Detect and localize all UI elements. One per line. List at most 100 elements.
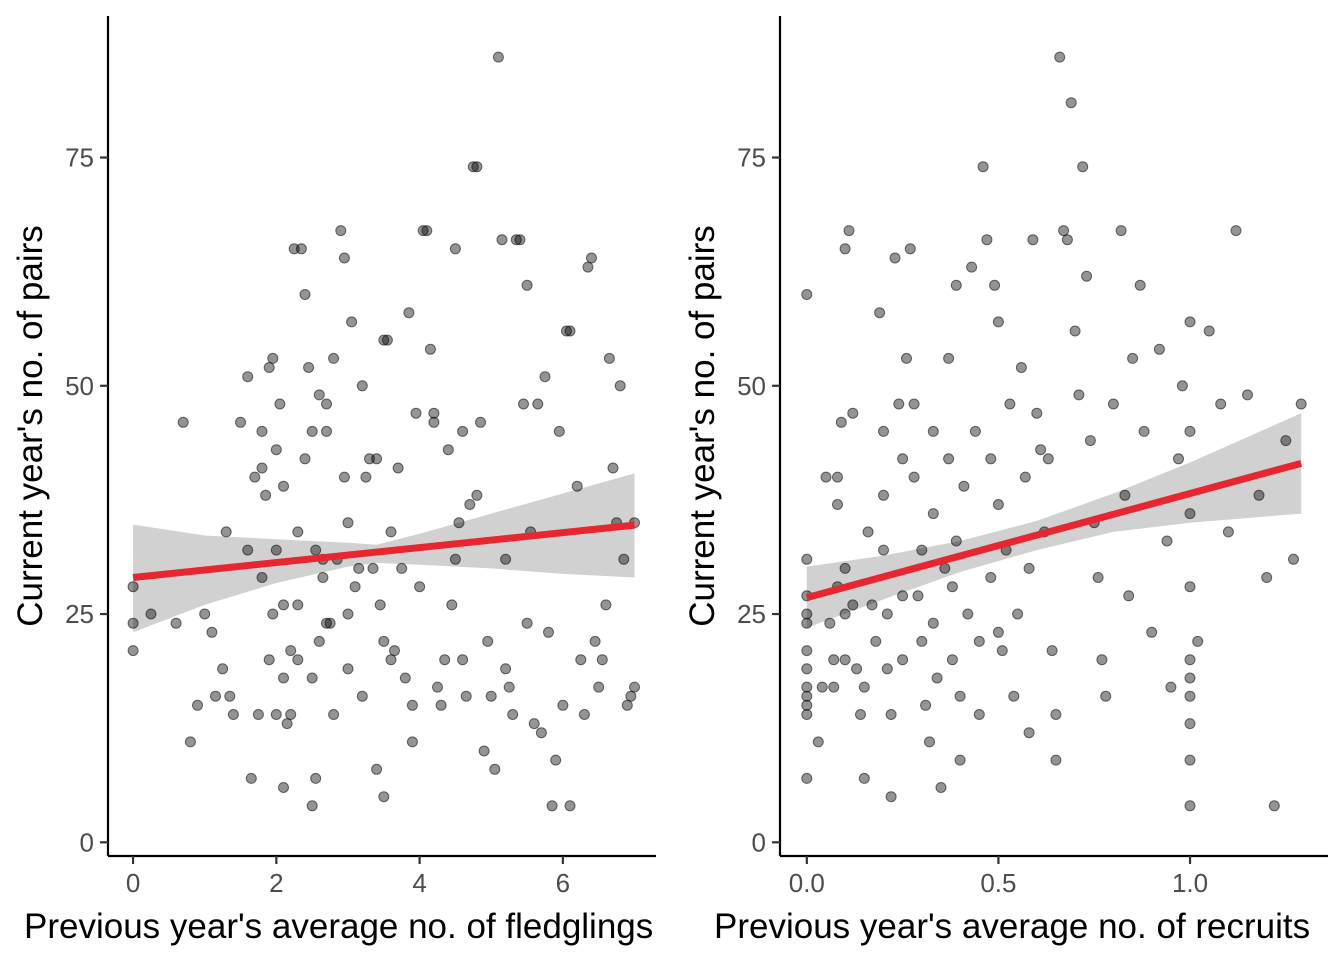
data-point (367, 562, 379, 574)
data-point (328, 709, 340, 720)
data-point (321, 425, 332, 437)
data-point (428, 407, 440, 419)
data-point (356, 690, 368, 702)
data-point (575, 654, 587, 666)
data-point (1081, 270, 1093, 282)
data-point (521, 617, 533, 629)
data-point (303, 362, 315, 373)
y-tick-label: 50 (65, 371, 94, 401)
data-point (503, 681, 515, 693)
y-tick-label: 0 (752, 827, 766, 857)
data-point (432, 681, 443, 693)
data-point (235, 416, 246, 428)
data-point (962, 608, 974, 620)
x-tick-label: 0.0 (789, 868, 825, 898)
data-point (839, 654, 851, 666)
data-point (843, 225, 855, 237)
data-point (878, 489, 889, 501)
data-point (1242, 389, 1253, 401)
data-point (1050, 709, 1062, 720)
data-point (1215, 398, 1227, 410)
data-point (338, 252, 350, 264)
data-point (950, 535, 962, 547)
data-point (256, 425, 268, 437)
data-point (855, 709, 866, 720)
data-point (392, 462, 404, 474)
data-point (1230, 225, 1242, 237)
data-point (514, 234, 526, 246)
data-point (417, 225, 429, 237)
x-tick-label: 6 (556, 868, 570, 898)
data-point (256, 572, 268, 583)
data-point (485, 690, 497, 702)
point-layer (801, 51, 1307, 812)
data-point (1127, 352, 1139, 364)
data-point (1077, 161, 1089, 173)
data-point (839, 562, 851, 574)
data-point (981, 234, 993, 246)
data-point (874, 307, 886, 319)
data-point (881, 608, 893, 620)
data-point (378, 334, 390, 346)
data-point (801, 608, 813, 620)
data-point (263, 362, 275, 373)
data-point (586, 252, 597, 264)
data-point (313, 635, 325, 647)
data-point (321, 398, 332, 410)
data-point (973, 635, 985, 647)
data-point (421, 225, 433, 237)
data-point (281, 718, 293, 730)
data-point (816, 681, 828, 693)
data-point (958, 480, 970, 492)
data-point (227, 709, 239, 720)
data-point (908, 398, 920, 410)
data-point (603, 352, 615, 364)
data-point (453, 517, 465, 529)
data-point (839, 243, 851, 255)
data-point (1295, 398, 1307, 410)
data-point (406, 699, 418, 711)
data-point (1184, 672, 1196, 684)
data-point (1015, 362, 1027, 373)
data-point (870, 635, 882, 647)
data-point (820, 471, 832, 483)
data-point (371, 763, 383, 775)
data-point (535, 727, 547, 739)
data-point (285, 709, 297, 720)
data-point (996, 645, 1008, 657)
data-point (310, 544, 322, 556)
data-point (596, 654, 608, 666)
data-point (1012, 608, 1024, 620)
data-point (335, 225, 347, 237)
data-point (1134, 279, 1146, 291)
data-point (127, 645, 139, 657)
data-point (528, 718, 540, 730)
data-point (449, 243, 461, 255)
data-point (600, 599, 612, 611)
data-point (885, 709, 897, 720)
left-panel-fledglings: 0 25 50 75 0 2 4 6 Previous year's average no. o… (11, 16, 656, 946)
data-point (916, 544, 928, 556)
data-point (878, 544, 889, 556)
data-point (1069, 325, 1081, 337)
data-point (1184, 754, 1196, 766)
data-point (828, 681, 840, 693)
data-point (342, 663, 354, 675)
data-point (858, 772, 870, 784)
data-point (564, 325, 576, 337)
data-point (607, 462, 619, 474)
data-point (1061, 234, 1073, 246)
data-point (839, 608, 851, 620)
data-point (927, 617, 939, 629)
data-point (127, 617, 139, 629)
point-layer (127, 51, 640, 812)
data-point (299, 453, 311, 465)
y-tick-label: 25 (65, 599, 94, 629)
data-point (242, 544, 254, 556)
data-point (1008, 690, 1020, 702)
data-point (1023, 727, 1035, 739)
data-point (306, 672, 318, 684)
data-point (1288, 553, 1299, 565)
data-point (985, 572, 997, 583)
data-point (1065, 97, 1077, 109)
